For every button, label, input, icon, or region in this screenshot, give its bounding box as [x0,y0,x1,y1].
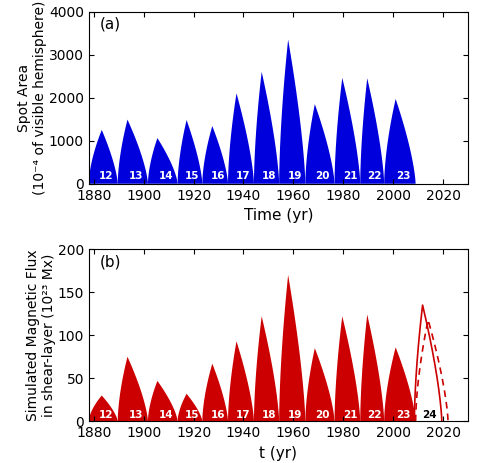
Text: 15: 15 [185,410,200,419]
Polygon shape [89,395,118,421]
Text: 20: 20 [316,171,330,181]
Text: 16: 16 [210,171,225,181]
Polygon shape [89,130,118,184]
Text: 18: 18 [262,171,276,181]
Polygon shape [305,104,335,184]
Text: 12: 12 [99,410,113,419]
Text: 23: 23 [396,410,410,419]
Text: 12: 12 [99,171,113,181]
Text: 22: 22 [367,410,382,419]
Text: 21: 21 [343,410,357,419]
Y-axis label: Spot Area
(10⁻⁴ of visible hemisphere): Spot Area (10⁻⁴ of visible hemisphere) [17,0,48,195]
Text: (b): (b) [100,254,121,269]
Text: 14: 14 [158,171,173,181]
Polygon shape [360,78,384,184]
Text: 24: 24 [422,410,437,419]
Polygon shape [384,347,416,421]
Polygon shape [360,314,384,421]
Polygon shape [305,348,335,421]
Text: 15: 15 [185,171,200,181]
Polygon shape [178,394,202,421]
Polygon shape [254,316,279,421]
Polygon shape [202,126,228,184]
Text: 17: 17 [236,171,251,181]
Polygon shape [118,357,148,421]
Polygon shape [335,78,360,184]
Polygon shape [279,275,305,421]
Text: 22: 22 [367,171,382,181]
Polygon shape [202,363,228,421]
Text: 13: 13 [129,171,143,181]
Text: 19: 19 [288,171,302,181]
Text: 17: 17 [236,410,251,419]
Text: 19: 19 [288,410,302,419]
Text: 14: 14 [158,410,173,419]
Polygon shape [335,316,360,421]
Y-axis label: Simulated Magnetic Flux
in shear-layer (10²³ Mx): Simulated Magnetic Flux in shear-layer (… [26,250,56,421]
X-axis label: t (yr): t (yr) [259,446,298,461]
Polygon shape [228,341,254,421]
Text: 20: 20 [316,410,330,419]
Text: (a): (a) [100,17,121,32]
Polygon shape [279,39,305,184]
Text: 18: 18 [262,410,276,419]
Polygon shape [148,381,178,421]
Polygon shape [178,120,202,184]
Text: 16: 16 [210,410,225,419]
Polygon shape [148,138,178,184]
Polygon shape [118,119,148,184]
Polygon shape [384,99,416,184]
Text: 13: 13 [129,410,143,419]
Polygon shape [254,72,279,184]
Text: 23: 23 [396,171,410,181]
X-axis label: Time (yr): Time (yr) [244,208,313,223]
Polygon shape [228,94,254,184]
Text: 21: 21 [343,171,357,181]
